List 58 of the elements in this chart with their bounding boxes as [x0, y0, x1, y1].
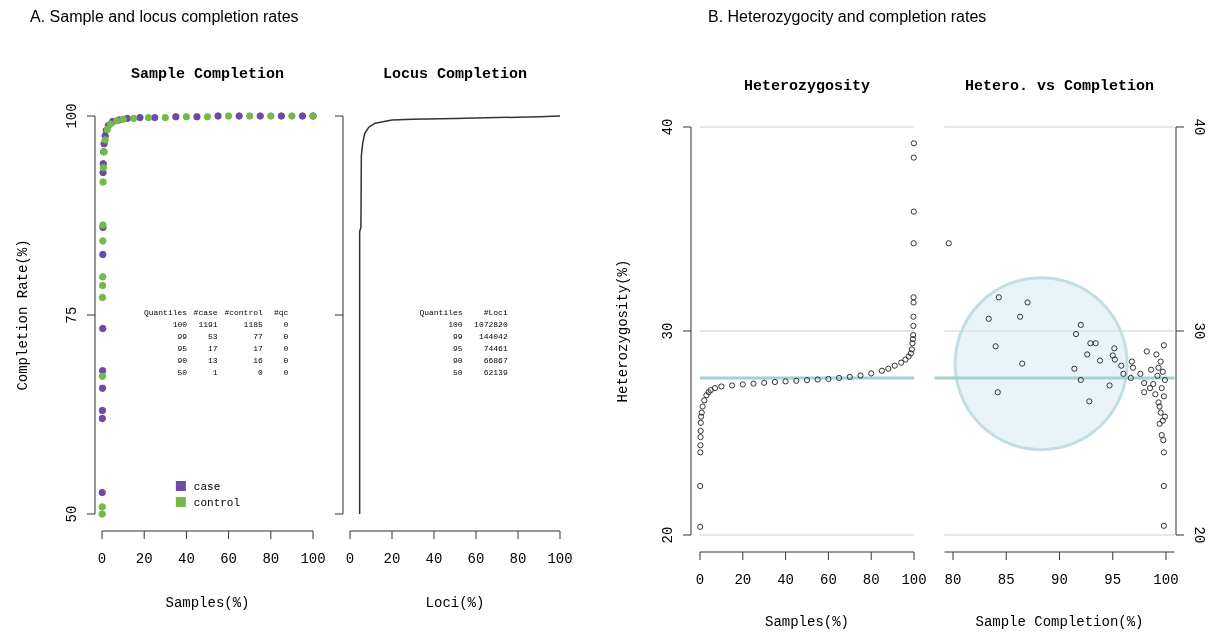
- x-tick-label: 85: [997, 572, 1015, 588]
- y-axis-title: Completion Rate(%): [14, 239, 31, 391]
- x-tick-label: 20: [734, 572, 752, 588]
- x-tick-label: 40: [777, 572, 795, 588]
- legend-label: case: [193, 480, 221, 493]
- x-tick-label: 100: [901, 572, 927, 588]
- x-tick-label: 0: [345, 551, 355, 567]
- y-axis-title: Heterozygosity(%): [614, 259, 631, 403]
- x-tick-label: 80: [944, 572, 962, 588]
- text: 100 1191 1185 0: [172, 320, 289, 329]
- chart-subtitle: Hetero. vs Completion: [964, 78, 1155, 95]
- x-tick-label: 100: [547, 551, 573, 567]
- y2-tick-label: 30: [1191, 322, 1208, 340]
- text: Quantiles #Loci: [419, 308, 508, 317]
- chart-subtitle: Heterozygosity: [743, 78, 871, 95]
- x-tick-label: 40: [177, 551, 195, 567]
- y2-tick-label: 20: [1191, 526, 1208, 544]
- x-tick-label: 60: [220, 551, 238, 567]
- y-tick-label: 30: [659, 322, 676, 340]
- x-tick-label: 60: [467, 551, 485, 567]
- text: 95 17 17 0: [177, 344, 289, 353]
- x-axis-title: Sample Completion(%): [975, 614, 1144, 630]
- text: 99 144042: [452, 332, 508, 341]
- y-tick-label: 75: [63, 306, 80, 324]
- x-tick-label: 80: [862, 572, 880, 588]
- x-axis-title: Samples(%): [764, 614, 850, 630]
- x-tick-label: 100: [1153, 572, 1179, 588]
- chart-subtitle: Locus Completion: [382, 66, 528, 83]
- text: 90 66867: [452, 356, 508, 365]
- y-tick-label: 100: [63, 103, 80, 129]
- chart-title: A. Sample and locus completion rates: [30, 8, 299, 25]
- x-tick-label: 60: [819, 572, 837, 588]
- chart-subtitle: Sample Completion: [130, 66, 285, 83]
- x-tick-label: 80: [509, 551, 527, 567]
- text: 90 13 16 0: [177, 356, 289, 365]
- y-tick-label: 40: [659, 118, 676, 136]
- y-tick-label: 20: [659, 526, 676, 544]
- text: 50 62139: [452, 368, 508, 377]
- x-tick-label: 20: [135, 551, 153, 567]
- text: 100 1072820: [448, 320, 508, 329]
- x-axis-title: Loci(%): [425, 595, 485, 611]
- x-tick-label: 0: [695, 572, 705, 588]
- text: 95 74461: [452, 344, 508, 353]
- y2-tick-label: 40: [1191, 118, 1208, 136]
- x-tick-label: 100: [300, 551, 326, 567]
- legend-label: control: [193, 496, 241, 509]
- x-tick-label: 95: [1104, 572, 1122, 588]
- text: 99 53 77 0: [177, 332, 289, 341]
- chart-title: B. Heterozygocity and completion rates: [708, 8, 987, 25]
- x-tick-label: 90: [1051, 572, 1068, 588]
- text: 50 1 0 0: [177, 368, 289, 377]
- x-axis-title: Samples(%): [165, 595, 250, 611]
- x-tick-label: 40: [425, 551, 443, 567]
- x-tick-label: 20: [383, 551, 401, 567]
- text: Quantiles #case #control #qc: [143, 308, 289, 317]
- x-tick-label: 0: [97, 551, 107, 567]
- y-tick-label: 50: [63, 505, 80, 523]
- x-tick-label: 80: [262, 551, 280, 567]
